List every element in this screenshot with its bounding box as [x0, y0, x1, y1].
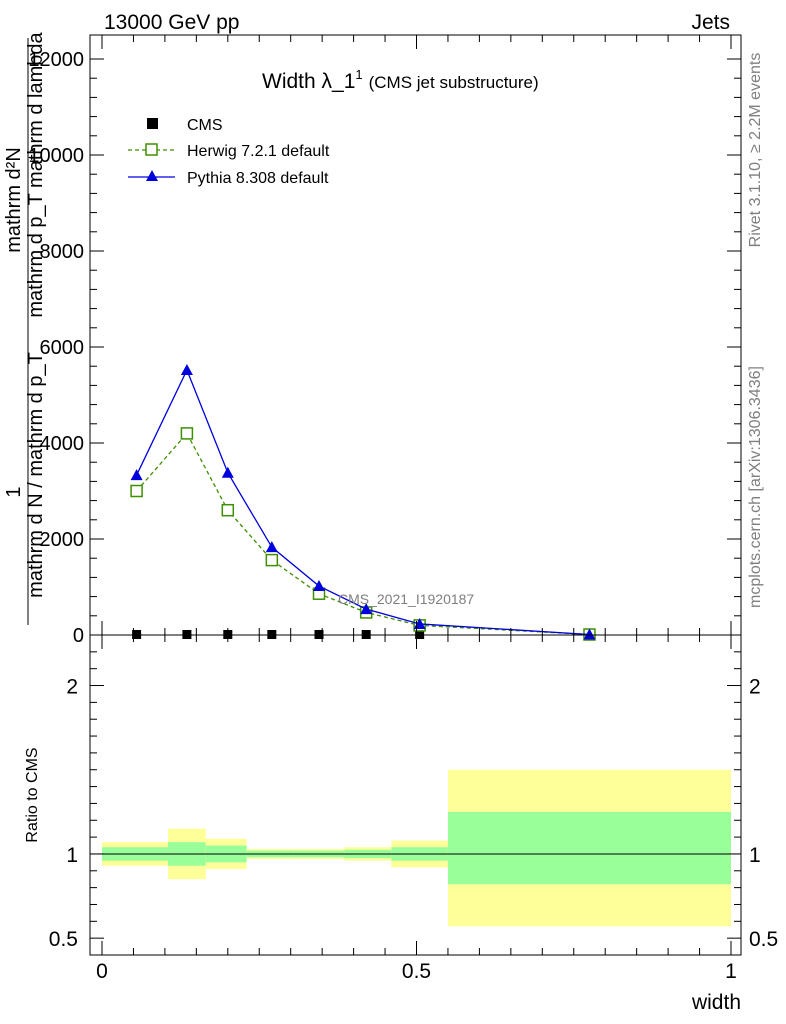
pythia-data-point	[221, 466, 234, 478]
legend-cms-marker	[147, 118, 158, 129]
ratio-y-tick-label-left: 2	[66, 676, 78, 699]
plot-title-superscript: 1	[355, 67, 362, 82]
ratio-frame	[89, 634, 742, 956]
ratio-bands	[102, 769, 731, 927]
rivet-label: Rivet 3.1.10, ≥ 2.2M events	[747, 53, 764, 248]
legend-herwig-label: Herwig 7.2.1 default	[187, 143, 330, 160]
main-y-tick-label: 12000	[28, 49, 84, 71]
legend-cms-label: CMS	[187, 117, 223, 134]
x-tick-label: 0.5	[402, 960, 431, 983]
pythia-data-point	[130, 469, 143, 481]
ratio-y-ticks: 0.5 0.5 1 1 2 2	[49, 651, 778, 951]
pythia-series-line	[136, 368, 590, 636]
ratio-y-tick-label-right: 2	[749, 676, 761, 699]
herwig-data-point	[221, 503, 235, 517]
main-y-tick-label: 10000	[28, 145, 84, 167]
pythia-data-point	[583, 628, 596, 640]
ratio-inner-band	[447, 811, 731, 885]
main-marks	[130, 364, 596, 641]
ratio-y-tick-label-left: 0.5	[49, 928, 78, 951]
ratio-panel: 0.5 0.51 12 2 0 0.5 1 Ratio to CMS width	[24, 634, 778, 1014]
legend-herwig-marker	[145, 143, 158, 156]
x-axis-label: width	[691, 991, 741, 1014]
main-x-ticks	[101, 35, 732, 635]
main-y-tick-label: 8000	[40, 241, 85, 263]
main-y-tick-label: 0	[73, 625, 84, 647]
ratio-x-ticks: 0 0.5 1	[96, 635, 737, 983]
y-label-upper-sub: mathrm d p_T mathrm d lambda	[25, 31, 47, 317]
main-y-label: mathrm d²N mathrm d p_T mathrm d lambda …	[3, 31, 47, 625]
plot-title-main: Width λ_1	[262, 70, 355, 93]
x-tick-label: 1	[725, 960, 737, 983]
legend: CMS Herwig 7.2.1 default Pythia 8.308 de…	[128, 117, 330, 187]
pythia-data-point	[360, 603, 373, 615]
pythia-data-point	[265, 541, 278, 553]
main-y-tick-label: 4000	[40, 433, 85, 455]
plot-title-suffix: (CMS jet substructure)	[369, 73, 539, 92]
ratio-y-tick-label-left: 1	[66, 844, 78, 867]
energy-label: 13000 GeV pp	[104, 11, 239, 34]
y-label-upper: mathrm d²N	[3, 147, 25, 253]
herwig-data-point	[130, 484, 143, 498]
x-tick-label: 0	[96, 960, 108, 983]
herwig-data-point	[265, 553, 279, 567]
main-y-tick-label: 6000	[40, 337, 85, 359]
plot-title: Width λ_11 (CMS jet substructure)	[262, 67, 539, 93]
pythia-data-point	[180, 364, 193, 376]
main-y-tick-label: 2000	[40, 529, 85, 551]
analysis-watermark: CMS_2021_I1920187	[338, 591, 474, 607]
ratio-y-tick-label-right: 1	[749, 844, 761, 867]
herwig-series-line	[136, 432, 590, 636]
category-label: Jets	[691, 11, 730, 34]
ratio-y-tick-label-right: 0.5	[749, 928, 778, 951]
pythia-data-point	[313, 580, 326, 592]
main-y-ticks: 0 2000 4000 6000 8000 10000 12000	[28, 49, 741, 647]
legend-pythia-label: Pythia 8.308 default	[187, 170, 329, 187]
legend-pythia-marker	[146, 170, 158, 181]
ratio-y-label: Ratio to CMS	[24, 747, 41, 842]
y-label-numerator: 1	[3, 486, 25, 497]
y-label-lower: mathrm d N / mathrm d p_T	[25, 352, 47, 598]
mcplots-label: mcplots.cern.ch [arXiv:1306.3436]	[747, 366, 764, 608]
herwig-data-point	[180, 427, 194, 440]
